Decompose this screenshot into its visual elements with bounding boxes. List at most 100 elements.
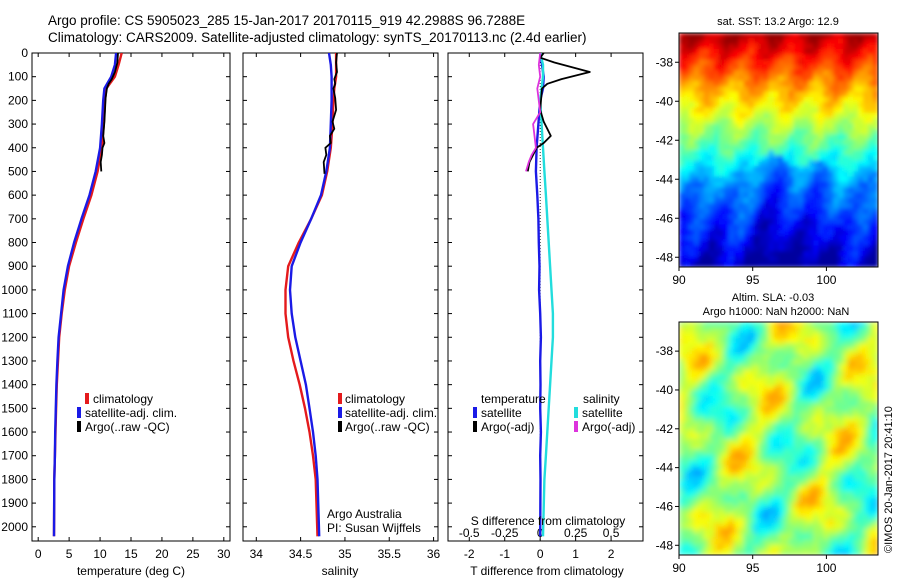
sla-cell	[848, 539, 854, 546]
sla-cell	[688, 390, 695, 397]
sst-cell	[723, 91, 730, 98]
sst-cell	[868, 208, 874, 215]
sst-cell	[703, 33, 710, 39]
sst-cell	[833, 235, 839, 242]
sla-cell	[683, 390, 690, 397]
sst-cell	[773, 134, 780, 140]
sst-cell	[763, 48, 770, 55]
sla-cell	[753, 396, 760, 403]
sst-cell	[823, 229, 829, 236]
sla-cell	[763, 464, 770, 471]
sla-cell	[698, 433, 705, 440]
sst-cell	[763, 150, 770, 156]
sst-cell	[843, 165, 849, 172]
sla-cell	[713, 502, 720, 508]
sst-cell	[788, 165, 795, 172]
sst-cell	[683, 192, 690, 199]
sst-cell	[788, 86, 795, 93]
sla-cell	[773, 396, 780, 403]
sla-cell	[773, 327, 780, 334]
sst-cell	[793, 203, 799, 210]
sla-cell	[693, 380, 700, 387]
sla-cell	[843, 517, 849, 524]
sla-cell	[818, 412, 824, 418]
sla-cell	[708, 327, 715, 334]
sla-cell	[753, 327, 760, 334]
sla-cell	[698, 343, 705, 350]
sla-cell	[813, 443, 819, 450]
sla-cell	[783, 406, 790, 413]
sst-cell	[679, 256, 685, 263]
sst-cell	[858, 256, 864, 263]
sla-cell	[758, 443, 765, 450]
sla-cell	[733, 475, 740, 482]
sst-map: sat. SST: 13.2 Argo: 12.9 90 95 100-38-40-…	[656, 16, 879, 287]
sst-cell	[818, 33, 824, 39]
sst-cell	[758, 155, 765, 162]
sla-cell	[778, 454, 785, 461]
sla-cell	[743, 433, 750, 440]
sla-cell	[693, 417, 700, 424]
sla-cell	[718, 512, 725, 519]
sla-cell	[753, 491, 760, 498]
temperature-xlabel: temperature (deg C)	[77, 564, 185, 578]
sst-cell	[679, 229, 685, 236]
sst-cell	[768, 160, 775, 167]
sst-cell	[858, 96, 864, 103]
sst-cell	[873, 224, 878, 231]
sst-cell	[758, 165, 765, 172]
sst-cell	[768, 70, 775, 77]
sla-cell	[788, 517, 795, 524]
sla-cell	[758, 533, 765, 540]
sla-cell	[693, 385, 700, 392]
sla-cell	[803, 512, 809, 519]
sst-cell	[778, 240, 785, 247]
sst-cell	[748, 165, 755, 172]
sla-cell	[773, 517, 780, 524]
sla-cell	[703, 412, 710, 418]
sst-cell	[703, 155, 710, 162]
sla-cell	[853, 459, 859, 466]
sst-cell	[698, 91, 705, 98]
sla-cell	[723, 496, 730, 503]
sla-cell	[853, 549, 859, 555]
sla-cell	[698, 480, 705, 487]
sla-cell	[823, 475, 829, 482]
sst-cell	[788, 240, 795, 247]
sst-cell	[733, 208, 740, 215]
sst-cell	[708, 203, 715, 210]
sst-cell	[873, 123, 878, 130]
sst-cell	[718, 118, 725, 125]
sst-cell	[728, 134, 735, 140]
sst-cell	[868, 139, 874, 146]
sst-cell	[818, 219, 824, 226]
sst-cell	[868, 134, 874, 140]
sst-cell	[693, 235, 700, 242]
sst-cell	[753, 245, 760, 252]
sst-cell	[803, 224, 809, 231]
sla-cell	[743, 390, 750, 397]
sla-cell	[688, 454, 695, 461]
sst-cell	[793, 80, 799, 87]
sla-cell	[768, 374, 775, 381]
sla-cell	[718, 539, 725, 546]
sst-cell	[728, 187, 735, 194]
sla-cell	[743, 544, 750, 551]
sla-cell	[863, 464, 869, 471]
sst-cell	[783, 86, 790, 93]
sst-cell	[743, 155, 750, 162]
sst-cell	[693, 229, 700, 236]
sla-cell	[748, 385, 755, 392]
sst-cell	[808, 160, 814, 167]
sst-cell	[813, 102, 819, 109]
sst-cell	[788, 96, 795, 103]
sst-cell	[738, 64, 745, 71]
sst-cell	[778, 128, 785, 135]
sla-cell	[848, 533, 854, 540]
sst-cell	[813, 192, 819, 199]
sla-cell	[833, 374, 839, 381]
sla-cell	[778, 491, 785, 498]
sla-cell	[798, 459, 804, 466]
sla-cell	[778, 480, 785, 487]
sla-cell	[833, 433, 839, 440]
